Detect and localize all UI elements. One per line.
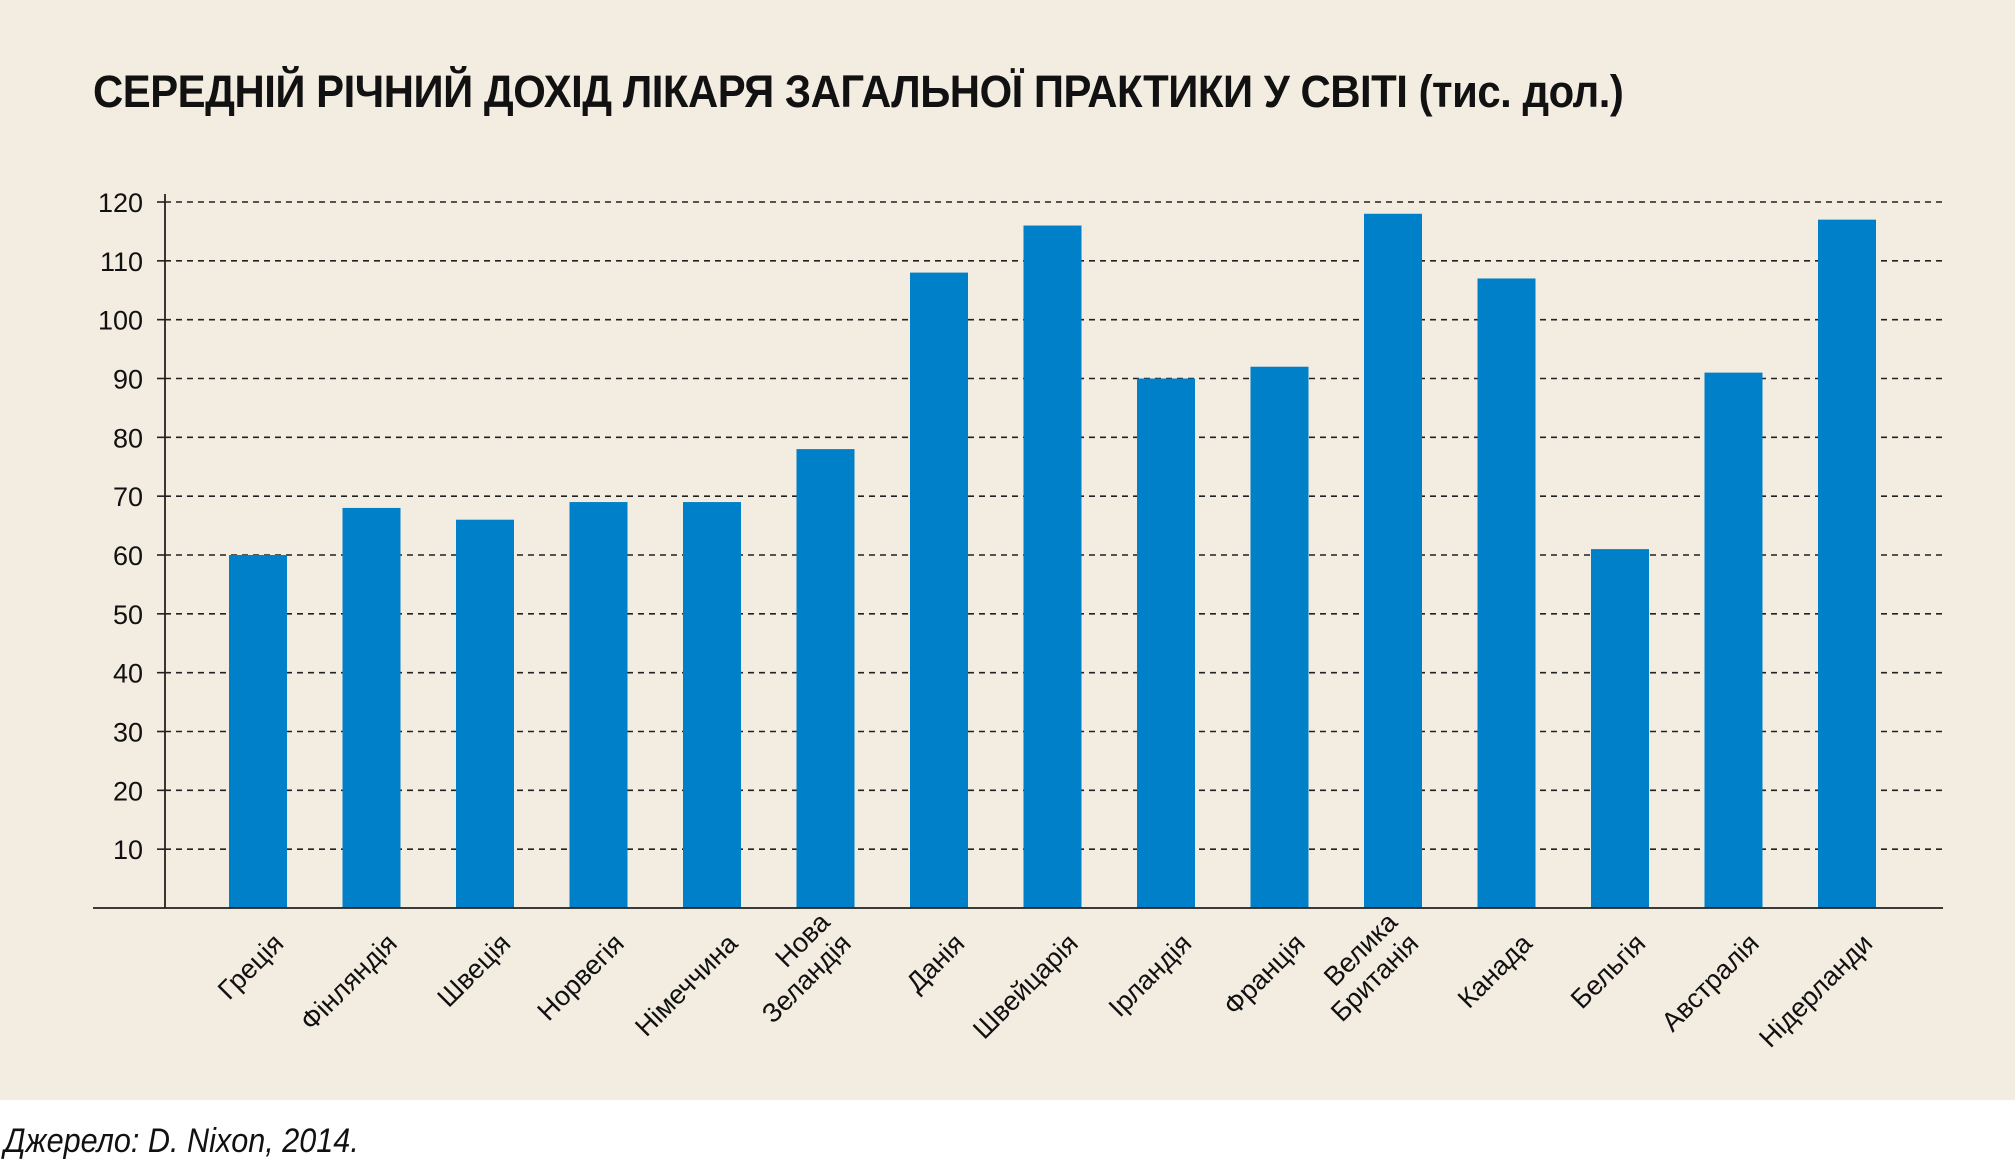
- bar: [1591, 549, 1649, 908]
- bar: [229, 555, 287, 908]
- chart-panel: [0, 0, 2015, 1100]
- bar-chart: 10 20 30 40 50 60 70 80 90 100 110 120 Греція Фінлян…: [93, 188, 1943, 1053]
- category-label-line: Данія: [900, 928, 970, 998]
- chart-title: СЕРЕДНІЙ РІЧНИЙ ДОХІД ЛІКАРЯ ЗАГАЛЬНОЇ П…: [93, 66, 1624, 117]
- y-tick-label: 30: [113, 718, 143, 748]
- source-note: Джерело: D. Nixon, 2014.: [4, 1122, 359, 1160]
- y-tick-label: 60: [113, 541, 143, 571]
- category-label-line: Франція: [1218, 928, 1311, 1021]
- y-tick-labels: 10 20 30 40 50 60 70 80 90 100 110 120: [98, 188, 143, 865]
- category-label-line: Австралія: [1656, 928, 1765, 1037]
- category-label-line: Канада: [1452, 927, 1539, 1014]
- bar: [569, 502, 628, 908]
- category-label-line: Швеція: [432, 928, 517, 1013]
- bar: [342, 507, 401, 908]
- y-tick-label: 20: [113, 776, 143, 806]
- category-label-line: Нідерланди: [1753, 928, 1878, 1053]
- y-tick-label: 50: [113, 600, 143, 630]
- axes: [93, 194, 1943, 909]
- category-label: Швеція: [432, 928, 517, 1013]
- y-tick-label: 70: [113, 482, 143, 512]
- bar: [1023, 225, 1082, 909]
- y-tick-label: 10: [113, 835, 143, 865]
- category-labels: Греція Фінляндія Швеція Норвегія Німеччина Но…: [212, 906, 1878, 1053]
- bar: [1704, 372, 1763, 908]
- bar: [1477, 278, 1536, 908]
- bar: [1250, 366, 1309, 908]
- category-label: Данія: [900, 928, 970, 998]
- bar: [683, 502, 741, 908]
- category-label: Бельгія: [1565, 928, 1651, 1014]
- y-tick-label: 90: [113, 365, 143, 395]
- category-label-line: Швейцарія: [967, 928, 1084, 1045]
- y-tick-label: 40: [113, 659, 143, 689]
- bar: [1364, 213, 1422, 908]
- y-tick-label: 100: [98, 306, 143, 336]
- bar: [1818, 219, 1876, 908]
- category-label-line: Ірландія: [1103, 928, 1198, 1023]
- category-label: Греція: [212, 928, 289, 1005]
- category-label-line: Німеччина: [629, 927, 744, 1042]
- bar: [910, 272, 968, 909]
- category-label-line: Бельгія: [1565, 928, 1651, 1014]
- category-label: Ірландія: [1103, 928, 1198, 1023]
- bars: [229, 213, 1876, 909]
- category-label: Фінляндія: [295, 928, 403, 1036]
- category-label: Швейцарія: [967, 928, 1084, 1045]
- category-label-line: Фінляндія: [295, 928, 403, 1036]
- category-label: Нідерланди: [1753, 928, 1878, 1053]
- y-tick-label: 80: [113, 423, 143, 453]
- bar: [456, 519, 514, 908]
- category-label-line: Греція: [212, 928, 289, 1005]
- bar: [796, 449, 855, 908]
- category-label: Франція: [1218, 928, 1311, 1021]
- category-label: Норвегія: [531, 928, 629, 1026]
- category-label: Німеччина: [629, 927, 744, 1042]
- bar: [1137, 378, 1195, 908]
- y-tick-label: 110: [100, 247, 143, 277]
- category-label-line: Норвегія: [531, 928, 629, 1026]
- y-tick-label: 120: [98, 188, 143, 218]
- category-label: Канада: [1452, 927, 1539, 1014]
- category-label: Австралія: [1656, 928, 1765, 1037]
